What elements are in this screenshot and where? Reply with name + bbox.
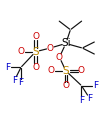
Text: S: S (32, 47, 39, 57)
Text: O: O (32, 32, 39, 41)
Text: O: O (18, 47, 25, 56)
Text: O: O (32, 63, 39, 72)
Text: S: S (62, 66, 69, 76)
Text: F: F (79, 96, 84, 105)
Text: O: O (47, 44, 54, 53)
Text: F: F (19, 78, 24, 87)
Text: O: O (48, 66, 55, 75)
Text: Si: Si (61, 38, 71, 48)
Text: F: F (5, 63, 10, 72)
Text: F: F (93, 81, 99, 90)
Text: O: O (56, 53, 63, 62)
Text: F: F (12, 76, 17, 84)
Text: O: O (78, 66, 85, 75)
Text: F: F (87, 94, 92, 103)
Text: O: O (62, 81, 69, 90)
